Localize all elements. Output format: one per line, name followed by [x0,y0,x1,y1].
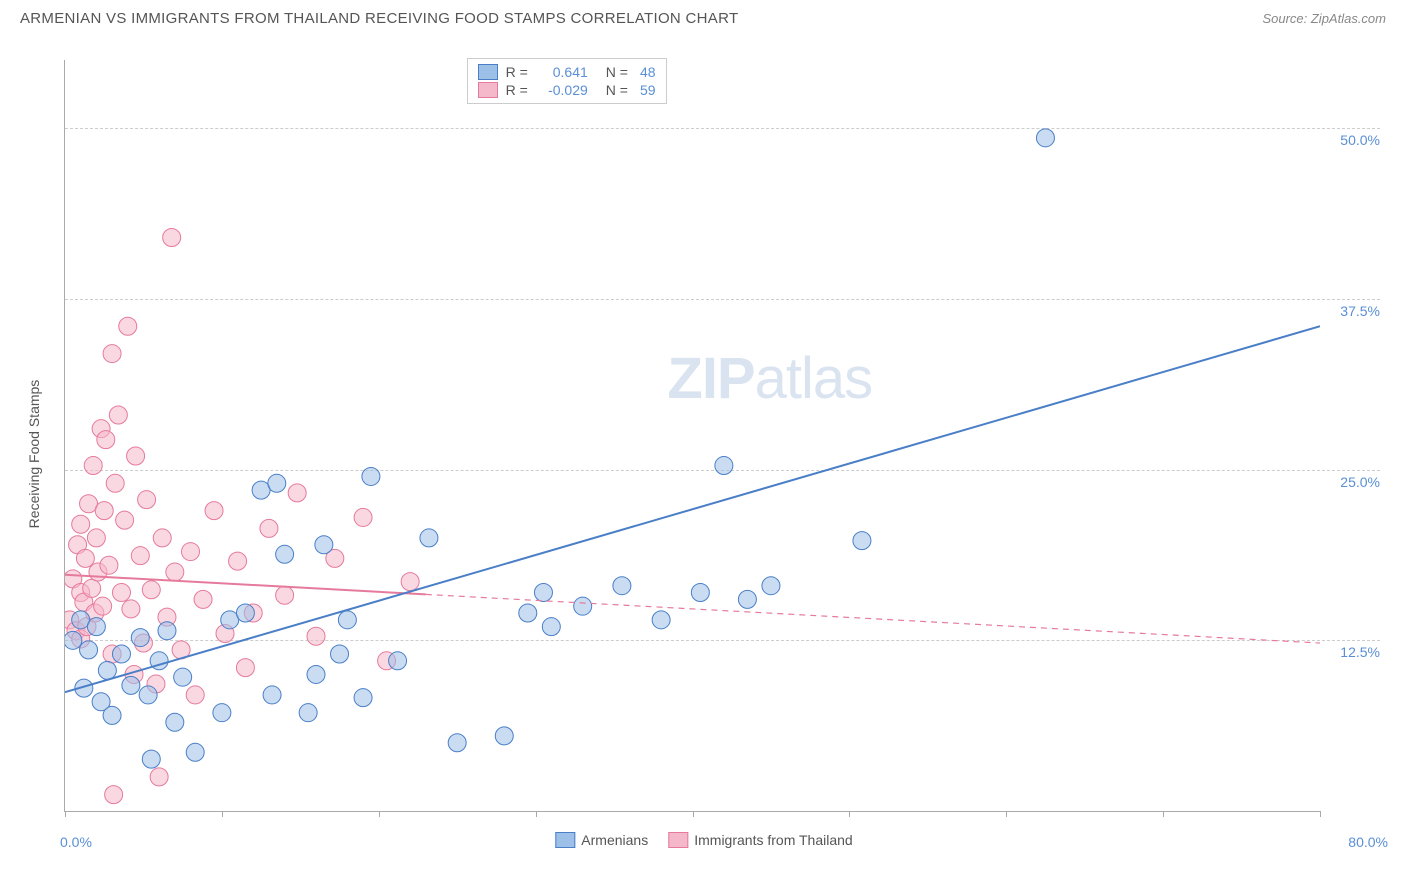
x-tick [379,811,380,817]
legend-row-armenians: R = 0.641 N = 48 [478,63,656,81]
x-tick [1006,811,1007,817]
x-axis-min-label: 0.0% [60,834,92,850]
x-axis-max-label: 80.0% [1348,834,1388,850]
y-axis-label: Receiving Food Stamps [26,380,42,529]
correlation-legend: R = 0.641 N = 48 R = -0.029 N = 59 [467,58,667,104]
swatch-thailand [478,82,498,98]
y-tick-label: 25.0% [1340,474,1380,490]
swatch-armenians [555,832,575,848]
legend-item-armenians: Armenians [555,832,648,848]
legend-item-thailand: Immigrants from Thailand [668,832,852,848]
x-tick [1163,811,1164,817]
swatch-thailand [668,832,688,848]
scatter-plot-svg [65,60,1320,811]
chart-container: Receiving Food Stamps ZIPatlas R = 0.641… [20,36,1388,856]
plot-area: ZIPatlas R = 0.641 N = 48 R = -0.029 N =… [64,60,1320,812]
series-legend: Armenians Immigrants from Thailand [555,832,852,848]
y-tick-label: 12.5% [1340,644,1380,660]
legend-row-thailand: R = -0.029 N = 59 [478,81,656,99]
x-tick [65,811,66,817]
x-tick [222,811,223,817]
x-tick [536,811,537,817]
source-attribution: Source: ZipAtlas.com [1262,11,1386,26]
y-tick-label: 37.5% [1340,303,1380,319]
chart-title: ARMENIAN VS IMMIGRANTS FROM THAILAND REC… [20,10,738,27]
y-tick-label: 50.0% [1340,132,1380,148]
x-tick [849,811,850,817]
x-tick [1320,811,1321,817]
swatch-armenians [478,64,498,80]
x-tick [693,811,694,817]
